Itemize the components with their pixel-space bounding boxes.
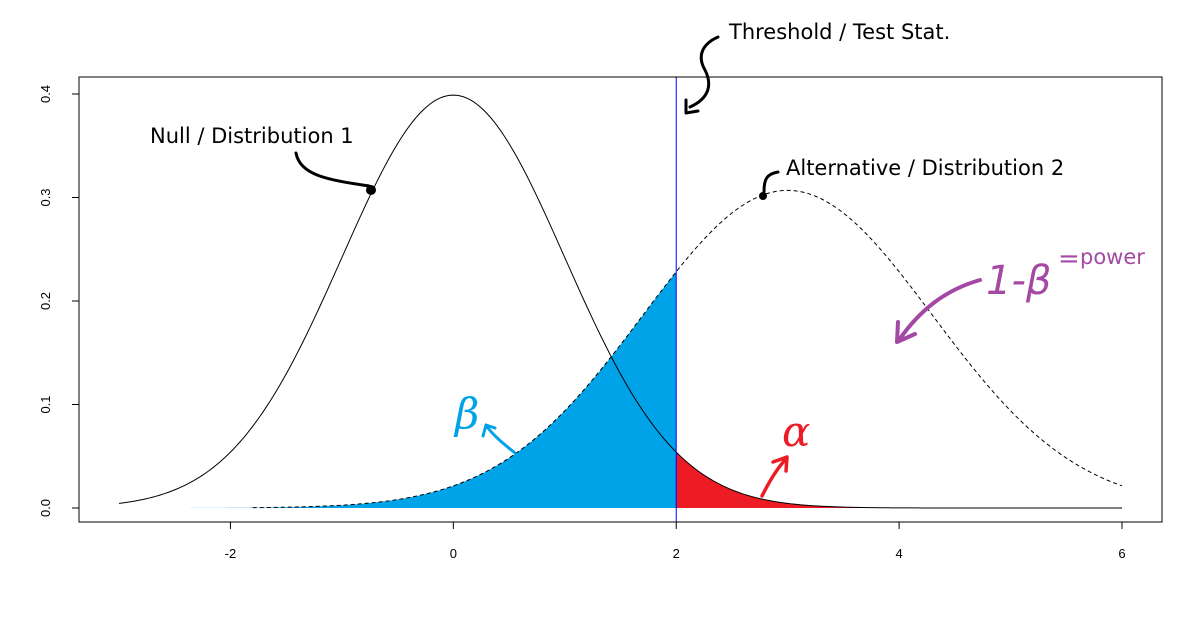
- x-tick-label: 0: [450, 546, 457, 561]
- alpha-region: [676, 452, 1122, 508]
- power-label: power: [1080, 245, 1145, 269]
- shaded-regions: [119, 271, 1122, 508]
- power-annotation-arrow: [895, 278, 982, 344]
- alternative-distribution-2-curve: [252, 189, 1123, 509]
- null-annotation-arrow: [294, 151, 371, 188]
- x-tick-label: -2: [225, 546, 237, 561]
- null-distribution-label: Null / Distribution 1: [150, 124, 354, 148]
- null-distribution-1-curve: [118, 94, 1122, 509]
- alpha-label: α: [782, 407, 810, 456]
- alpha-annotation-arrow: [760, 455, 789, 498]
- y-tick-label: 0.1: [38, 395, 53, 413]
- beta-label: β: [453, 389, 479, 438]
- null-annotation-dot: [366, 185, 376, 195]
- y-tick-label: 0.4: [38, 85, 53, 103]
- axes: -2 0 2 4 6 0.0 0.1 0.2 0.3 0.4: [38, 76, 1163, 561]
- x-tick-label: 4: [895, 546, 902, 561]
- threshold-annotation: Threshold / Test Stat.: [728, 20, 950, 44]
- threshold-annotation-arrow: [684, 35, 720, 115]
- curves: [118, 77, 1123, 522]
- power-symbol: 1-β: [986, 258, 1051, 304]
- y-tick-label: 0.0: [38, 499, 53, 517]
- beta-annotation-arrow: [481, 423, 517, 455]
- x-tick-label: 2: [673, 546, 680, 561]
- beta-region: [119, 271, 677, 508]
- alternative-annotation-dot: [759, 192, 767, 200]
- power-equals: =: [1058, 244, 1080, 274]
- y-tick-label: 0.2: [38, 292, 53, 310]
- y-tick-label: 0.3: [38, 188, 53, 206]
- alternative-annotation-arrow: [762, 170, 780, 194]
- alternative-distribution-label: Alternative / Distribution 2: [786, 156, 1064, 180]
- x-tick-label: 6: [1118, 546, 1125, 561]
